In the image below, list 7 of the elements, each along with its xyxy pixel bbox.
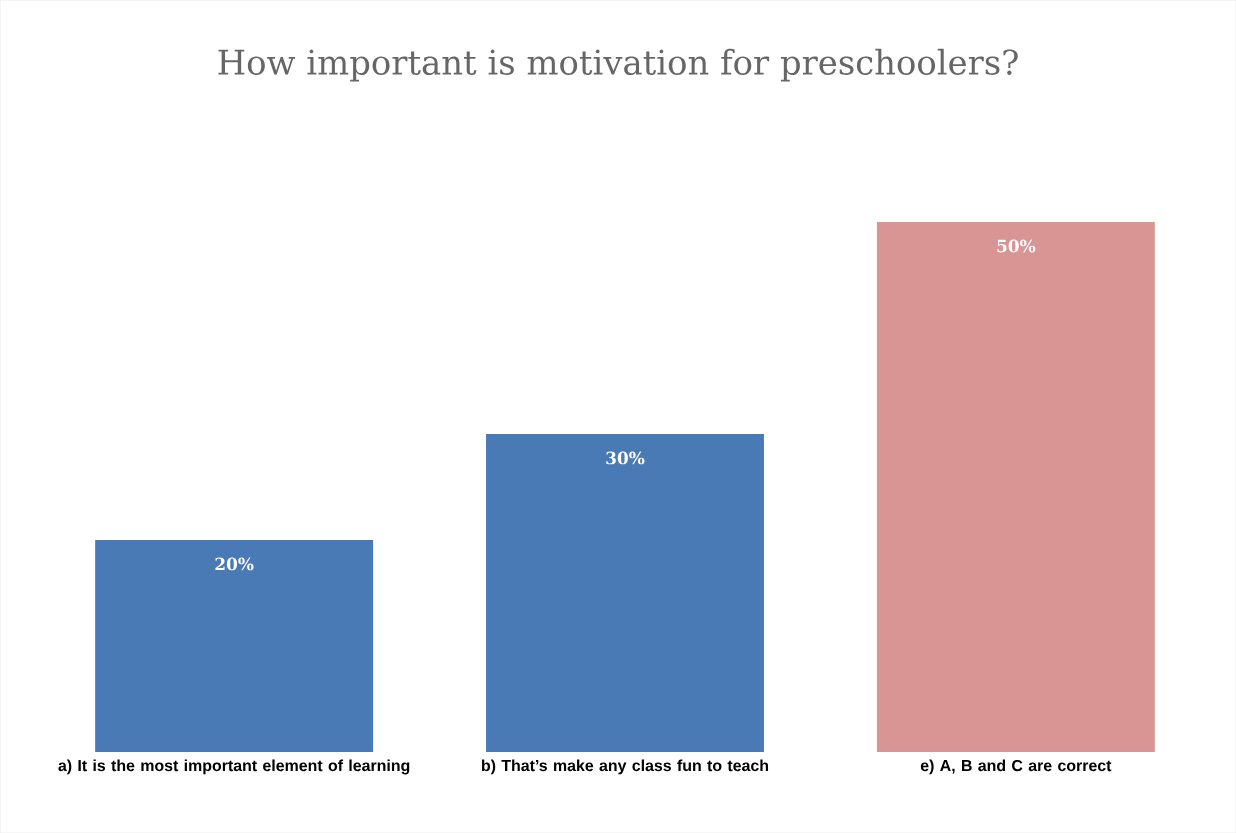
x-tick-label: e) A, B and C are correct [920, 759, 1112, 775]
data-label: 20% [215, 557, 254, 571]
x-tick-label: a) It is the most important element of learning [58, 759, 410, 775]
data-label: 50% [997, 239, 1036, 253]
data-label: 30% [606, 451, 645, 465]
chart-title: How important is motivation for preschoolers? [218, 48, 1018, 82]
x-tick-label: b) That’s make any class fun to teach [482, 759, 769, 775]
